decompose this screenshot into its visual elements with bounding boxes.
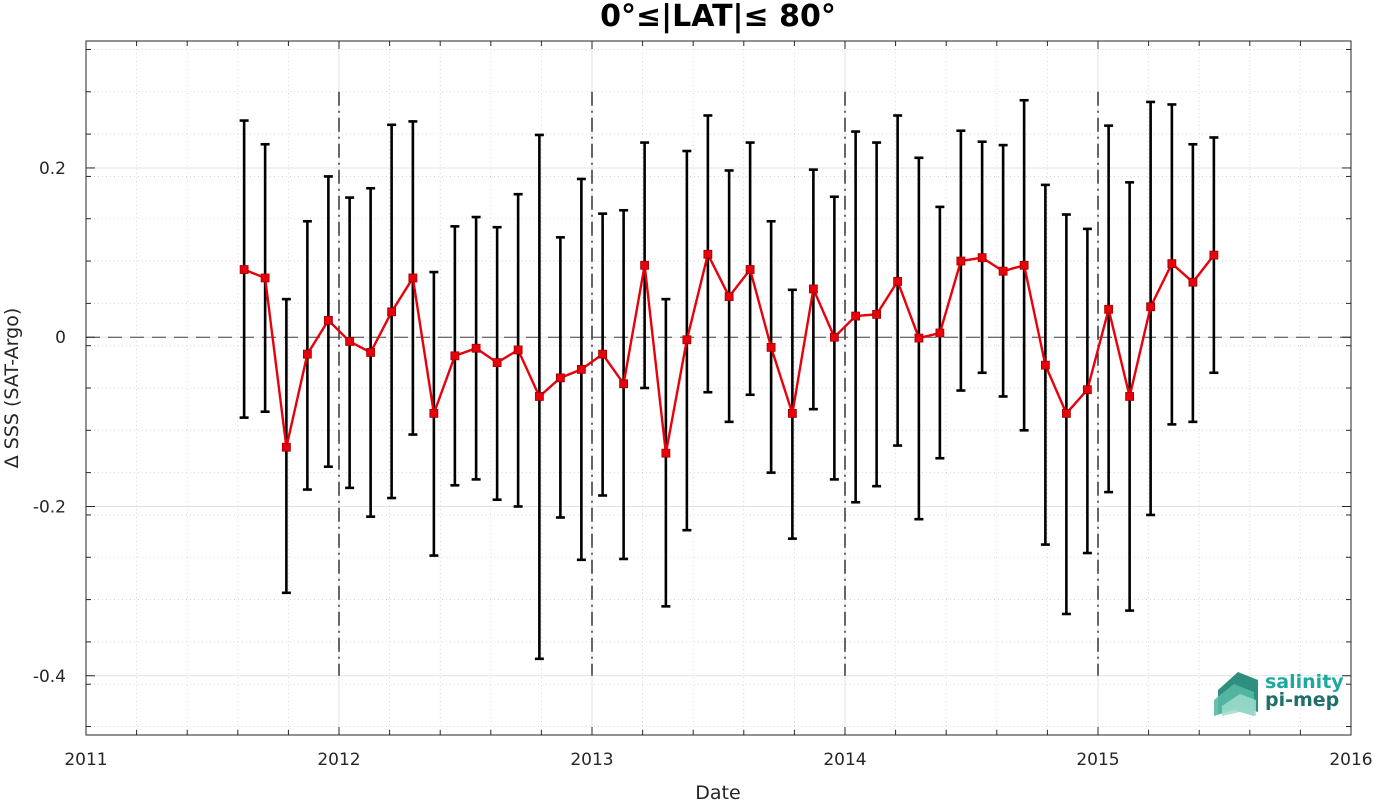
data-point: [977, 253, 987, 263]
data-point: [1061, 408, 1071, 418]
data-point: [745, 265, 755, 274]
data-point: [893, 276, 903, 286]
data-point: [1104, 304, 1114, 314]
data-point: [851, 311, 861, 321]
x-tick-label: 2015: [1076, 750, 1119, 770]
x-tick-label: 2012: [317, 750, 360, 770]
data-point: [513, 345, 523, 355]
y-tick-label: 0: [55, 328, 66, 348]
y-tick-label: 0.2: [39, 159, 66, 179]
data-point: [239, 265, 249, 274]
y-axis-label: Δ SSS (SAT-Argo): [1, 308, 23, 468]
data-point: [429, 408, 439, 418]
data-point: [640, 260, 650, 270]
data-point: [956, 256, 966, 266]
salinity-pi-mep-logo: salinity pi-mep: [1214, 671, 1344, 716]
year-separators: [338, 91, 1099, 676]
x-tick-label: 2013: [570, 750, 613, 770]
x-axis-ticks: 2011 2012 2013 2014 2015 2016: [64, 41, 1373, 770]
data-point: [766, 342, 776, 352]
data-point: [661, 448, 671, 458]
data-point: [724, 292, 734, 301]
data-point: [323, 315, 333, 325]
data-point: [829, 332, 839, 342]
data-point: [1146, 302, 1156, 312]
data-point: [872, 309, 882, 319]
chart-title: 0°≤|LAT|≤ 80°: [600, 0, 836, 34]
wave-icon: [1214, 672, 1258, 716]
data-point: [1019, 260, 1029, 270]
data-point: [281, 442, 291, 452]
x-tick-label: 2011: [64, 750, 107, 770]
y-tick-label: -0.4: [33, 667, 66, 687]
y-axis-ticks: -0.4 -0.2 0 0.2: [33, 48, 1351, 728]
logo-text-salinity: salinity: [1265, 671, 1344, 693]
data-point: [1167, 259, 1177, 268]
data-point: [1082, 385, 1092, 395]
data-point: [555, 373, 565, 383]
data-point: [787, 408, 797, 418]
data-points: [239, 249, 1219, 458]
data-point: [450, 351, 460, 361]
data-point: [387, 307, 397, 317]
data-point: [682, 335, 692, 345]
x-axis-label: Date: [695, 782, 740, 801]
data-point: [598, 349, 608, 359]
data-point: [492, 358, 502, 368]
data-point: [471, 343, 481, 353]
data-point: [619, 379, 629, 389]
data-point: [345, 337, 355, 346]
data-point: [808, 284, 818, 294]
data-point: [703, 249, 713, 259]
logo-text-pi-mep: pi-mep: [1265, 689, 1339, 711]
data-point: [935, 328, 945, 338]
data-point: [1125, 392, 1135, 401]
data-point: [260, 273, 270, 283]
data-point: [302, 349, 312, 359]
data-point: [576, 364, 586, 374]
data-point: [408, 273, 418, 283]
data-point: [1040, 360, 1050, 370]
y-tick-label: -0.2: [33, 497, 66, 517]
data-point: [998, 266, 1008, 276]
data-point: [366, 348, 376, 357]
data-point: [1209, 250, 1219, 260]
data-point: [534, 392, 544, 401]
data-point: [914, 333, 924, 343]
x-tick-label: 2014: [823, 750, 866, 770]
data-point: [1188, 277, 1198, 287]
x-tick-label: 2016: [1329, 750, 1372, 770]
